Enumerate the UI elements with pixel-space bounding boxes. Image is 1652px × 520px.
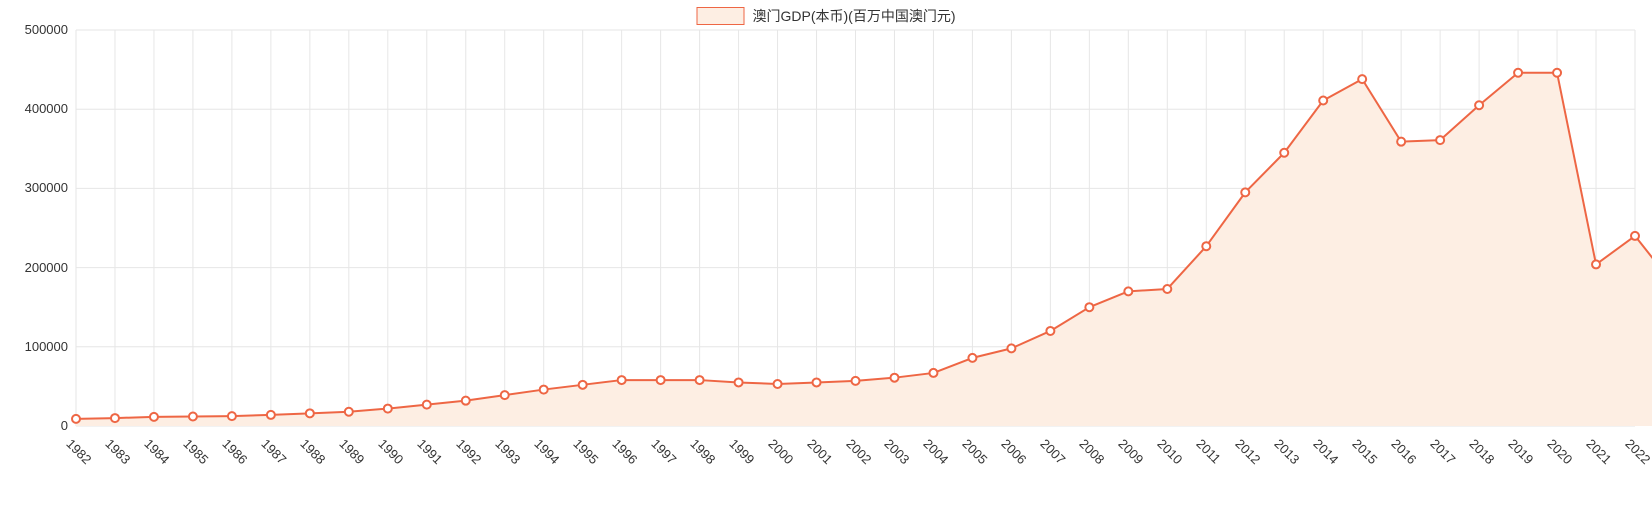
x-tick-label: 1988 — [297, 436, 328, 467]
x-tick-label: 2016 — [1389, 436, 1420, 467]
x-tick-label: 1999 — [726, 436, 757, 467]
x-tick-label: 1998 — [687, 436, 718, 467]
x-tick-label: 2011 — [1194, 436, 1224, 466]
x-tick-label: 1983 — [102, 436, 133, 467]
x-tick-label: 2001 — [804, 436, 835, 467]
x-tick-label: 2013 — [1272, 436, 1303, 467]
x-tick-label: 2002 — [843, 436, 874, 467]
x-tick-label: 1984 — [141, 436, 172, 467]
x-tick-label: 2015 — [1350, 436, 1381, 467]
x-axis-labels: 1982 1983 1984 1985 1986 1987 1988 1989 1990 1991… — [0, 0, 1652, 520]
x-tick-label: 1993 — [492, 436, 523, 467]
x-tick-label: 2018 — [1466, 436, 1497, 467]
x-tick-label: 1995 — [570, 436, 601, 467]
x-tick-label: 2009 — [1116, 436, 1147, 467]
x-tick-label: 2007 — [1038, 436, 1069, 467]
x-tick-label: 2008 — [1077, 436, 1108, 467]
x-tick-label: 1986 — [219, 436, 250, 467]
x-tick-label: 1987 — [258, 436, 289, 467]
x-tick-label: 2019 — [1505, 436, 1536, 467]
x-tick-label: 2020 — [1544, 436, 1575, 467]
x-tick-label: 2005 — [960, 436, 991, 467]
x-tick-label: 2012 — [1233, 436, 1264, 467]
x-tick-label: 2003 — [882, 436, 913, 467]
x-tick-label: 2004 — [921, 436, 952, 467]
x-tick-label: 1997 — [648, 436, 679, 467]
x-tick-label: 1990 — [375, 436, 406, 467]
x-tick-label: 1992 — [453, 436, 484, 467]
x-tick-label: 1989 — [336, 436, 367, 467]
x-tick-label: 1982 — [63, 436, 94, 467]
x-tick-label: 1985 — [180, 436, 211, 467]
x-tick-label: 2006 — [999, 436, 1030, 467]
x-tick-label: 2017 — [1428, 436, 1459, 467]
x-tick-label: 1991 — [414, 436, 445, 467]
gdp-area-chart: 澳门GDP(本币)(百万中国澳门元) 010000020000030000040… — [0, 0, 1652, 520]
x-tick-label: 2022 — [1622, 436, 1652, 467]
x-tick-label: 2000 — [765, 436, 796, 467]
x-tick-label: 1996 — [609, 436, 640, 467]
x-tick-label: 1994 — [531, 436, 562, 467]
x-tick-label: 2021 — [1583, 436, 1614, 467]
x-tick-label: 2014 — [1311, 436, 1342, 467]
x-tick-label: 2010 — [1155, 436, 1186, 467]
